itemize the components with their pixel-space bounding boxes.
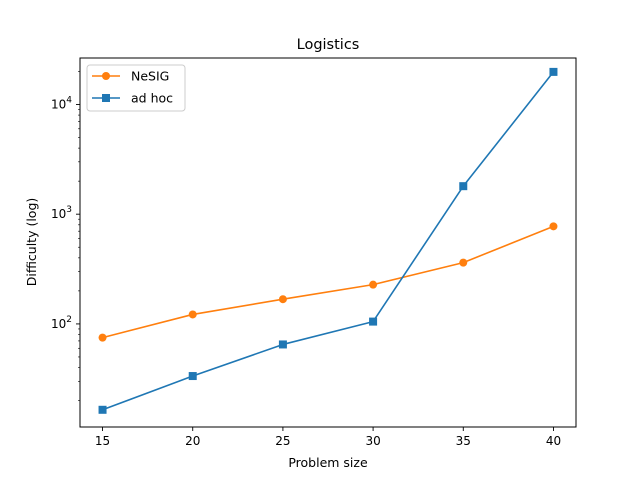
series-line-nesig <box>102 225 554 339</box>
data-point-nesig <box>369 280 378 289</box>
x-tick-label: 40 <box>546 434 561 448</box>
data-point-nesig <box>549 222 558 231</box>
x-tick-label: 35 <box>456 434 471 448</box>
x-tick-label: 30 <box>365 434 380 448</box>
data-point-ad-hoc <box>459 182 468 191</box>
x-axis-label: Problem size <box>288 455 368 470</box>
y-tick-label: 103 <box>51 205 72 221</box>
y-tick-label: 104 <box>51 95 72 111</box>
data-point-ad-hoc <box>549 67 558 76</box>
data-point-nesig <box>188 310 197 319</box>
data-point-nesig <box>459 258 468 267</box>
y-axis: 102 103 104 <box>51 71 80 401</box>
x-axis: 15 20 25 30 35 40 <box>95 427 561 448</box>
data-point-ad-hoc <box>278 340 287 349</box>
x-tick-label: 20 <box>185 434 200 448</box>
x-tick-label: 15 <box>95 434 110 448</box>
x-tick-label: 25 <box>275 434 290 448</box>
chart-title: Logistics <box>297 37 360 53</box>
legend: NeSIG ad hoc <box>86 64 186 112</box>
data-point-ad-hoc <box>98 405 107 414</box>
data-point-ad-hoc <box>188 372 197 381</box>
y-axis-label: Difficulty (log) <box>24 198 39 287</box>
data-point-ad-hoc <box>369 317 378 326</box>
series-line-ad-hoc <box>102 71 555 411</box>
legend-label-ad-hoc: ad hoc <box>131 91 173 106</box>
legend-marker-ad-hoc <box>102 94 110 102</box>
series-layer <box>98 67 558 414</box>
legend-label-nesig: NeSIG <box>131 69 169 84</box>
plot-frame <box>79 57 577 428</box>
data-point-nesig <box>98 333 107 342</box>
data-point-nesig <box>278 295 287 304</box>
y-tick-label: 102 <box>51 315 72 331</box>
legend-marker-nesig <box>102 72 110 80</box>
